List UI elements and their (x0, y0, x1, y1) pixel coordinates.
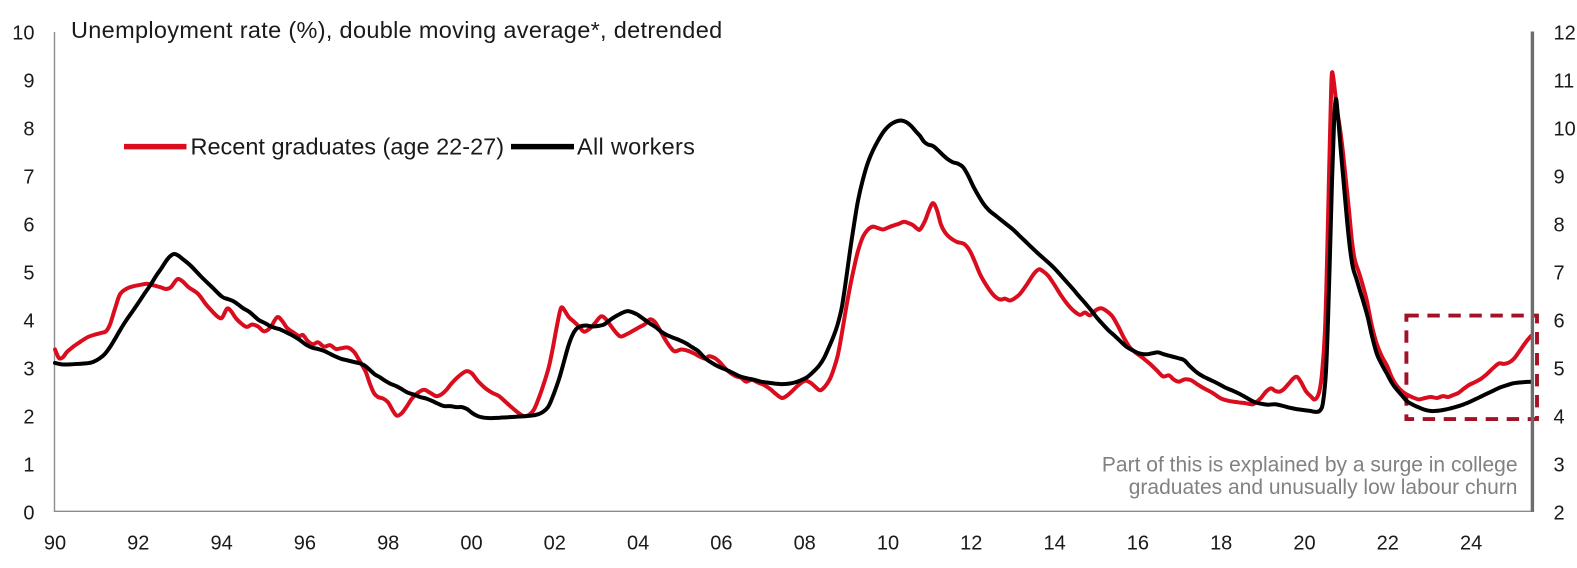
svg-text:6: 6 (23, 215, 34, 237)
svg-text:9: 9 (1554, 167, 1565, 189)
svg-text:7: 7 (1554, 263, 1565, 285)
svg-text:Recent graduates (age 22-27): Recent graduates (age 22-27) (191, 133, 505, 159)
svg-text:8: 8 (23, 119, 34, 141)
svg-text:16: 16 (1127, 533, 1149, 555)
svg-text:5: 5 (1554, 359, 1565, 381)
svg-text:02: 02 (544, 533, 566, 555)
svg-text:22: 22 (1377, 533, 1399, 555)
svg-text:Part of this is explained by a: Part of this is explained by a surge in … (1102, 454, 1518, 477)
svg-text:11: 11 (1554, 71, 1575, 93)
svg-text:00: 00 (460, 533, 482, 555)
svg-text:14: 14 (1043, 533, 1065, 555)
svg-text:2: 2 (23, 407, 34, 429)
svg-text:4: 4 (23, 311, 34, 333)
svg-text:3: 3 (23, 359, 34, 381)
svg-text:8: 8 (1554, 215, 1565, 237)
svg-text:92: 92 (127, 533, 149, 555)
svg-text:All workers: All workers (577, 133, 695, 159)
svg-text:graduates and unusually low la: graduates and unusually low labour churn (1129, 476, 1518, 499)
svg-text:20: 20 (1293, 533, 1315, 555)
svg-text:18: 18 (1210, 533, 1232, 555)
svg-text:2: 2 (1554, 503, 1565, 525)
svg-text:96: 96 (294, 533, 316, 555)
svg-text:24: 24 (1460, 533, 1482, 555)
svg-text:Unemployment rate (%), double: Unemployment rate (%), double moving ave… (71, 17, 722, 43)
svg-text:0: 0 (23, 503, 34, 525)
svg-text:98: 98 (377, 533, 399, 555)
svg-text:9: 9 (23, 71, 34, 93)
svg-text:04: 04 (627, 533, 649, 555)
svg-text:12: 12 (1554, 23, 1576, 45)
svg-text:10: 10 (1554, 119, 1576, 141)
svg-text:1: 1 (23, 455, 34, 477)
svg-text:6: 6 (1554, 311, 1565, 333)
svg-text:90: 90 (44, 533, 66, 555)
svg-text:06: 06 (710, 533, 732, 555)
svg-text:08: 08 (794, 533, 816, 555)
svg-text:10: 10 (877, 533, 899, 555)
svg-text:5: 5 (23, 263, 34, 285)
svg-text:7: 7 (23, 167, 34, 189)
svg-text:10: 10 (12, 23, 34, 45)
svg-text:94: 94 (210, 533, 232, 555)
svg-text:3: 3 (1554, 455, 1565, 477)
svg-text:4: 4 (1554, 407, 1565, 429)
svg-text:12: 12 (960, 533, 982, 555)
